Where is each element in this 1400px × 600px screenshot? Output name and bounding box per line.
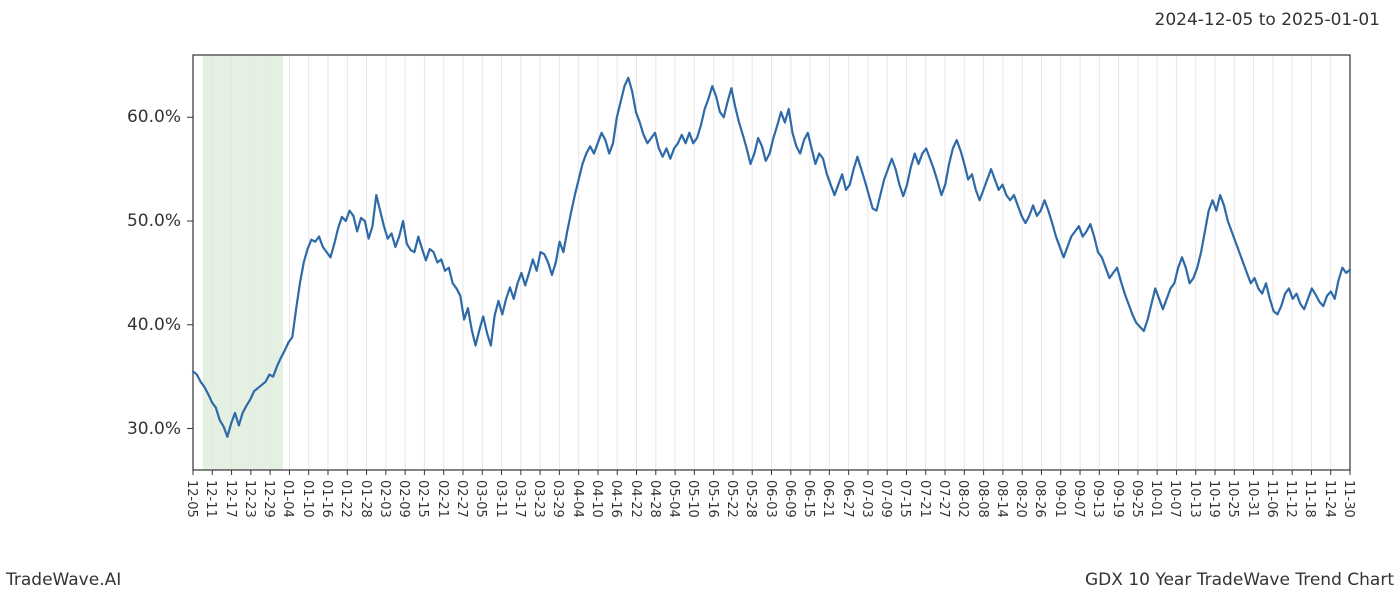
xtick-label: 10-31	[1245, 480, 1260, 518]
xtick-label: 12-05	[184, 480, 199, 518]
xtick-label: 11-30	[1341, 480, 1356, 518]
xtick-label: 04-16	[608, 480, 623, 518]
xtick-label: 02-15	[415, 480, 430, 518]
xtick-label: 07-15	[897, 480, 912, 518]
xtick-label: 04-22	[628, 480, 643, 518]
ytick-label: 50.0%	[0, 211, 181, 231]
xtick-label: 03-11	[493, 480, 508, 518]
xtick-label: 07-27	[936, 480, 951, 518]
xtick-label: 10-25	[1225, 480, 1240, 518]
xtick-label: 01-16	[319, 480, 334, 518]
xtick-label: 08-20	[1013, 480, 1028, 518]
ytick-label: 30.0%	[0, 419, 181, 439]
xtick-label: 05-22	[724, 480, 739, 518]
xtick-label: 12-29	[261, 480, 276, 518]
xtick-label: 02-27	[454, 480, 469, 518]
xtick-label: 11-24	[1322, 480, 1337, 518]
xtick-label: 01-28	[358, 480, 373, 518]
xtick-label: 10-13	[1187, 480, 1202, 518]
ytick-label: 40.0%	[0, 315, 181, 335]
xtick-label: 07-03	[859, 480, 874, 518]
xtick-label: 08-26	[1032, 480, 1047, 518]
xtick-label: 08-08	[975, 480, 990, 518]
footer-brand-label: TradeWave.AI	[6, 570, 121, 590]
y-tick-labels: 30.0% 40.0% 50.0% 60.0%	[0, 40, 181, 540]
xtick-label: 08-14	[994, 480, 1009, 518]
xtick-label: 02-03	[377, 480, 392, 518]
ytick-label: 60.0%	[0, 107, 181, 127]
xtick-label: 12-17	[223, 480, 238, 518]
xtick-label: 05-10	[685, 480, 700, 518]
xtick-label: 10-01	[1148, 480, 1163, 518]
xtick-label: 04-10	[589, 480, 604, 518]
xtick-label: 03-17	[512, 480, 527, 518]
xtick-label: 06-03	[763, 480, 778, 518]
xtick-label: 06-09	[782, 480, 797, 518]
xtick-label: 05-28	[743, 480, 758, 518]
xtick-label: 11-18	[1302, 480, 1317, 518]
xtick-label: 02-21	[435, 480, 450, 518]
chart-svg	[0, 40, 1400, 540]
xtick-label: 03-23	[531, 480, 546, 518]
xtick-label: 09-19	[1110, 480, 1125, 518]
x-tick-labels: 12-05 12-11 12-17 12-23 12-29 01-04 01-10 01-16…	[0, 476, 1400, 546]
xtick-label: 02-09	[396, 480, 411, 518]
xtick-label: 11-12	[1283, 480, 1298, 518]
chart-container: 2024-12-05 to 2025-01-01 30.0% 40.0% 50.0%…	[0, 0, 1400, 600]
xtick-label: 01-10	[300, 480, 315, 518]
xtick-label: 11-06	[1264, 480, 1279, 518]
xtick-label: 04-28	[647, 480, 662, 518]
xtick-label: 08-02	[955, 480, 970, 518]
date-range-label: 2024-12-05 to 2025-01-01	[1155, 10, 1380, 30]
xtick-label: 07-21	[917, 480, 932, 518]
xtick-label: 09-07	[1071, 480, 1086, 518]
xtick-label: 10-07	[1167, 480, 1182, 518]
xtick-label: 01-04	[280, 480, 295, 518]
xtick-label: 06-21	[820, 480, 835, 518]
xtick-label: 10-19	[1206, 480, 1221, 518]
xtick-label: 06-15	[801, 480, 816, 518]
xtick-label: 03-29	[550, 480, 565, 518]
xtick-label: 09-01	[1052, 480, 1067, 518]
chart-area: 30.0% 40.0% 50.0% 60.0% 12-05 12-11 12-17 12-2…	[0, 40, 1400, 540]
xtick-label: 05-16	[705, 480, 720, 518]
xtick-label: 12-11	[203, 480, 218, 518]
xtick-label: 03-05	[473, 480, 488, 518]
xtick-label: 01-22	[338, 480, 353, 518]
footer-chart-title: GDX 10 Year TradeWave Trend Chart	[1085, 570, 1394, 590]
xtick-label: 07-09	[878, 480, 893, 518]
xtick-label: 06-27	[840, 480, 855, 518]
xtick-label: 04-04	[570, 480, 585, 518]
xtick-label: 09-25	[1129, 480, 1144, 518]
xtick-label: 09-13	[1090, 480, 1105, 518]
xtick-label: 12-23	[242, 480, 257, 518]
xtick-label: 05-04	[666, 480, 681, 518]
